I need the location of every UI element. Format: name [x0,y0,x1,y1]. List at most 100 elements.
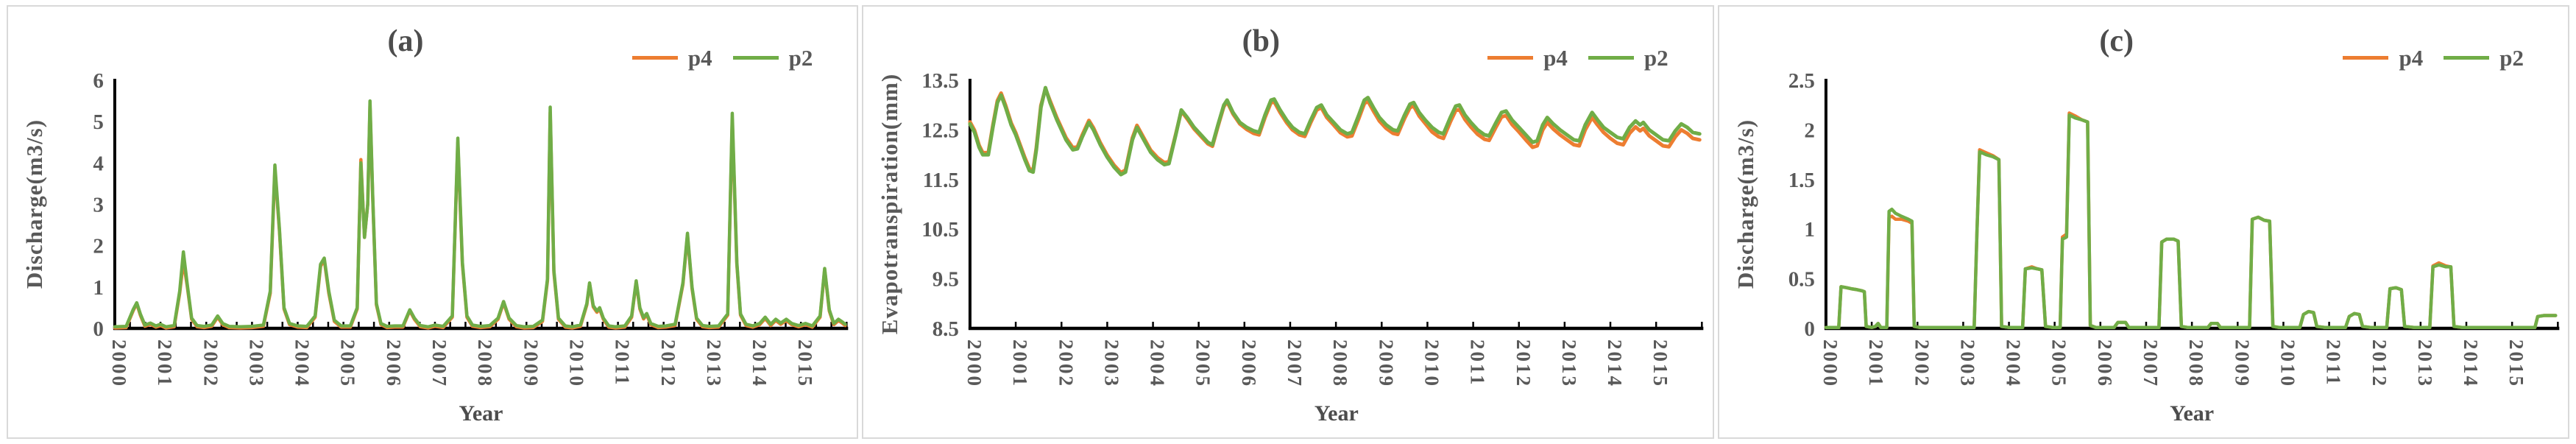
svg-text:2007: 2007 [1284,339,1306,388]
legend-line-icon [2343,56,2389,60]
chart-panel-c: 0 0.5 1 1.5 2 2.5 2000 2001 2002 2003 2004 2005 2006… [1717,5,2569,439]
svg-text:2011: 2011 [2322,339,2344,387]
svg-text:2003: 2003 [1101,339,1123,388]
plot-area-a: 0 1 2 3 4 5 6 2000 2001 2002 2003 2004 2005 2006 2007 2… [8,7,857,437]
svg-text:2001: 2001 [1865,339,1887,388]
svg-text:1: 1 [93,276,103,300]
x-axis-title-a: Year [459,401,503,426]
svg-text:0: 0 [93,317,103,341]
svg-text:4: 4 [93,152,103,175]
legend-b: p4 p2 [1487,46,1669,69]
plot-area-b: 8.5 9.5 10.5 11.5 12.5 13.5 2000 2001 2002 2003 20… [863,7,1712,437]
svg-text:2014: 2014 [749,339,771,388]
svg-text:0: 0 [1804,317,1814,341]
svg-text:2011: 2011 [612,339,634,387]
svg-text:6: 6 [93,69,103,93]
legend-item-p2: p2 [732,45,813,71]
legend-line-icon [631,56,678,60]
chart-panel-b: 8.5 9.5 10.5 11.5 12.5 13.5 2000 2001 2002 2003 20… [862,5,1714,439]
svg-text:2001: 2001 [154,339,176,388]
svg-text:2002: 2002 [1055,339,1078,388]
svg-text:2014: 2014 [1604,339,1626,388]
legend-label-p4: p4 [687,45,712,71]
svg-text:2011: 2011 [1467,339,1489,387]
svg-text:2006: 2006 [383,339,405,388]
legend-item-p2: p2 [2444,46,2524,69]
svg-text:2007: 2007 [2140,339,2162,388]
svg-text:2007: 2007 [428,339,450,388]
svg-text:2009: 2009 [1376,339,1398,388]
svg-text:2013: 2013 [703,339,725,388]
svg-text:2002: 2002 [199,339,222,388]
svg-text:9.5: 9.5 [933,268,959,292]
svg-text:2000: 2000 [108,339,130,388]
y-axis-title-b: Evapotranspiration(mm) [877,73,903,335]
legend-line-icon [1487,56,1534,60]
legend-item-p4: p4 [1487,46,1568,69]
chart-title-a: (a) [387,24,424,58]
legend-label-p2: p2 [788,45,813,71]
svg-text:1: 1 [1804,218,1814,242]
legend-item-p2: p2 [1588,46,1669,69]
svg-text:2012: 2012 [657,339,679,388]
legend-label-p2: p2 [1643,45,1669,71]
svg-text:2015: 2015 [1650,339,1672,388]
svg-text:2015: 2015 [794,339,816,388]
svg-text:13.5: 13.5 [922,69,960,93]
svg-text:2001: 2001 [1009,339,1031,388]
legend-c: p4 p2 [2343,46,2524,69]
svg-text:2012: 2012 [1512,339,1535,388]
legend-item-p4: p4 [2343,46,2423,69]
svg-text:5: 5 [93,110,103,134]
svg-text:2005: 2005 [337,339,359,388]
svg-text:2008: 2008 [1329,339,1351,388]
svg-text:2008: 2008 [2185,339,2207,388]
svg-text:12.5: 12.5 [922,119,960,142]
x-axis-title-b: Year [1314,401,1359,426]
svg-text:2009: 2009 [520,339,542,388]
y-axis-title-c: Discharge(m3/s) [1732,119,1758,289]
svg-text:2004: 2004 [291,339,314,388]
svg-text:2014: 2014 [2460,339,2482,388]
legend-item-p4: p4 [631,45,712,71]
svg-text:10.5: 10.5 [922,218,960,242]
legend-line-icon [1588,56,1634,60]
legend-line-icon [2444,56,2490,60]
svg-text:2: 2 [1804,119,1814,142]
svg-text:2004: 2004 [1147,339,1169,388]
svg-text:2005: 2005 [1192,339,1214,388]
svg-text:2004: 2004 [2002,339,2024,388]
svg-text:8.5: 8.5 [933,317,959,341]
svg-text:2010: 2010 [2276,339,2299,388]
svg-text:2: 2 [93,235,103,258]
svg-text:2010: 2010 [565,339,587,388]
svg-text:2000: 2000 [1819,339,1841,388]
legend-a: p4 p2 [631,45,813,71]
svg-text:2012: 2012 [2368,339,2390,388]
chart-panel-a: 0 1 2 3 4 5 6 2000 2001 2002 2003 2004 2005 2006 2007 2… [7,5,859,439]
svg-text:2006: 2006 [1238,339,1260,388]
y-axis-title-a: Discharge(m3/s) [21,119,47,289]
svg-text:2000: 2000 [963,339,986,388]
svg-text:2003: 2003 [1956,339,1978,388]
chart-title-c: (c) [2099,24,2134,58]
legend-label-p4: p4 [1543,45,1568,71]
svg-text:3: 3 [93,193,103,216]
svg-text:2002: 2002 [1911,339,1933,388]
svg-text:1.5: 1.5 [1788,169,1814,192]
svg-text:2010: 2010 [1421,339,1443,388]
legend-line-icon [732,56,779,60]
x-axis-title-c: Year [2170,401,2215,426]
svg-text:2013: 2013 [2414,339,2436,388]
svg-text:11.5: 11.5 [923,169,959,192]
svg-text:2009: 2009 [2231,339,2253,388]
svg-text:2013: 2013 [1558,339,1580,388]
svg-text:2003: 2003 [245,339,267,388]
svg-text:2015: 2015 [2505,339,2527,388]
svg-text:0.5: 0.5 [1788,268,1814,292]
svg-text:2006: 2006 [2093,339,2115,388]
svg-text:2005: 2005 [2048,339,2070,388]
svg-text:2008: 2008 [474,339,496,388]
